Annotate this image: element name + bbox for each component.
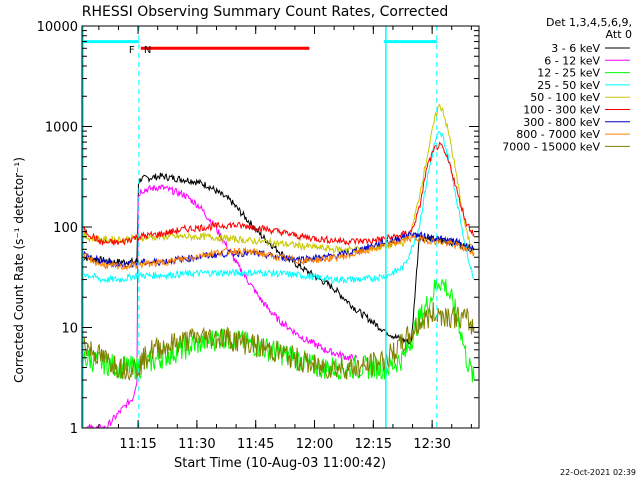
series-line-9 [82, 301, 475, 381]
y-tick-label: 10 [61, 322, 78, 337]
series-line-6 [82, 141, 475, 246]
annotation-f: F [129, 45, 135, 56]
y-tick-label: 1000 [45, 121, 78, 136]
footer-date: 22-Oct-2021 02:39 [560, 468, 636, 477]
legend-label: 12 - 25 keV [537, 67, 600, 80]
x-tick-label: 11:45 [237, 437, 274, 452]
y-axis-label: Corrected Count Rate (s⁻¹ detector⁻¹) [12, 157, 26, 383]
series-line-1 [82, 172, 475, 347]
legend-label: 100 - 300 keV [523, 104, 600, 117]
chart-title: RHESSI Observing Summary Count Rates, Co… [82, 4, 448, 20]
legend-header-line-1: Det 1,3,4,5,6,9, [546, 16, 632, 29]
series-line-8 [82, 234, 475, 272]
legend-label: 7000 - 15000 keV [502, 140, 600, 153]
legend-label: 25 - 50 keV [537, 79, 600, 92]
x-tick-label: 12:15 [355, 437, 392, 452]
x-axis-label: Start Time (10-Aug-03 11:00:42) [174, 456, 386, 471]
legend-label: 800 - 7000 keV [516, 128, 600, 141]
legend-label: 6 - 12 keV [544, 54, 600, 67]
legend-label: 300 - 800 keV [523, 116, 600, 129]
series-layer [82, 103, 475, 428]
x-tick-label: 11:15 [119, 437, 156, 452]
annotation-n: N [144, 45, 151, 56]
y-tick-label: 1 [70, 422, 78, 437]
series-line-2 [83, 184, 357, 428]
legend-label: 3 - 6 keV [551, 42, 600, 55]
y-tick-label: 10000 [37, 20, 78, 35]
y-tick-label: 100 [53, 221, 78, 236]
x-tick-label: 12:30 [413, 437, 450, 452]
legend-label: 50 - 100 keV [530, 91, 600, 104]
series-line-4 [82, 130, 475, 285]
y-axis: 1 10 100 1000 10000 [37, 20, 479, 437]
legend-header-line-2: Att 0 [606, 28, 632, 41]
x-tick-label: 12:00 [296, 437, 333, 452]
x-tick-label: 11:30 [178, 437, 215, 452]
x-axis: 11:15 11:30 11:45 12:00 12:15 12:30 [98, 26, 472, 452]
